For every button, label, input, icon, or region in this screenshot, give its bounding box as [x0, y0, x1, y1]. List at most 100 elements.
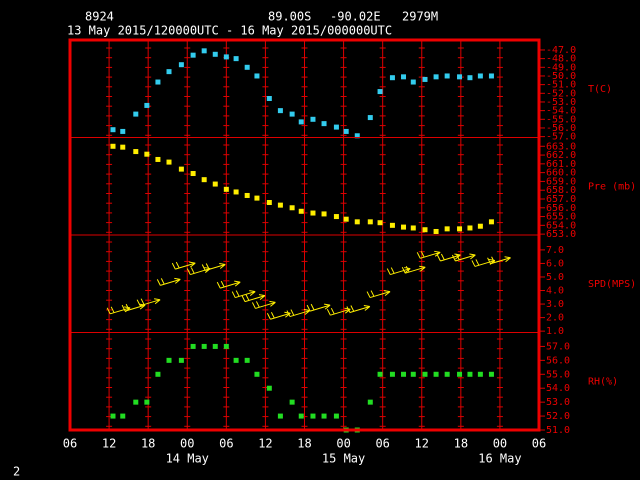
point: [120, 128, 126, 134]
station-id: 8924: [85, 10, 114, 24]
point: [289, 111, 295, 117]
point: [190, 171, 196, 177]
point: [133, 399, 139, 405]
point: [155, 371, 161, 377]
y-tick-label: 3.0: [546, 299, 564, 310]
point: [266, 385, 272, 391]
point: [298, 208, 304, 214]
point: [389, 222, 395, 228]
point: [133, 111, 139, 117]
point: [155, 79, 161, 85]
x-tick-label: 06: [375, 437, 389, 451]
date-label: 16 May: [478, 452, 521, 466]
point: [333, 413, 339, 419]
y-tick-label: 6.0: [546, 258, 564, 269]
latitude: 89.00S: [268, 10, 311, 24]
point: [133, 149, 139, 155]
point: [467, 75, 473, 81]
point: [367, 115, 373, 121]
point: [144, 102, 150, 108]
point: [377, 220, 383, 226]
point: [178, 166, 184, 172]
point: [110, 413, 116, 419]
point: [467, 371, 473, 377]
panel-label: SPD(MPS): [588, 279, 636, 290]
point: [457, 226, 463, 232]
point: [457, 74, 463, 80]
point: [433, 228, 439, 234]
point: [298, 413, 304, 419]
point: [389, 75, 395, 81]
point: [389, 371, 395, 377]
point: [367, 399, 373, 405]
y-tick-label: 2.0: [546, 313, 564, 324]
wind-arrow: [346, 304, 371, 313]
point: [244, 64, 250, 70]
x-tick-label: 06: [63, 437, 77, 451]
point: [488, 371, 494, 377]
wind-arrow: [471, 258, 496, 267]
x-tick-label: 06: [219, 437, 233, 451]
point: [477, 223, 483, 229]
x-tick-label: 12: [258, 437, 272, 451]
point: [144, 399, 150, 405]
point: [155, 156, 161, 162]
y-tick-label: 660.0: [546, 168, 576, 179]
point: [401, 371, 407, 377]
point: [277, 202, 283, 208]
point: [266, 200, 272, 205]
wind-arrow: [106, 306, 131, 315]
y-tick-label: 55.0: [546, 369, 570, 380]
point: [310, 116, 316, 122]
y-tick-label: 654.0: [546, 220, 576, 231]
point: [367, 219, 373, 225]
date-label: 15 May: [322, 452, 365, 466]
y-tick-label: 57.0: [546, 341, 570, 352]
point: [377, 371, 383, 377]
point: [410, 79, 416, 85]
point: [166, 159, 172, 165]
y-tick-label: 656.0: [546, 203, 576, 214]
panel-label: T(C): [588, 84, 612, 95]
wind-arrow: [401, 265, 426, 274]
point: [321, 121, 327, 127]
y-tick-label: 56.0: [546, 355, 570, 366]
y-tick-label: 5.0: [546, 272, 564, 283]
point: [254, 195, 260, 201]
wind-arrow: [186, 267, 211, 276]
y-tick-label: -56.0: [546, 123, 576, 134]
y-tick-label: -48.0: [546, 54, 576, 65]
panel-label: RH(%): [588, 376, 618, 387]
point: [298, 119, 304, 125]
point: [212, 181, 218, 187]
x-tick-label: 00: [180, 437, 194, 451]
y-tick-label: 4.0: [546, 286, 564, 297]
point: [166, 69, 172, 75]
y-tick-label: 655.0: [546, 212, 576, 223]
point: [144, 151, 150, 157]
wind-arrow: [326, 307, 351, 316]
point: [354, 133, 360, 139]
point: [488, 219, 494, 225]
point: [343, 128, 349, 134]
y-tick-label: 653.0: [546, 229, 576, 240]
point: [212, 343, 218, 349]
point: [190, 343, 196, 349]
y-tick-label: -57.0: [546, 132, 576, 143]
wind-arrow: [306, 303, 331, 312]
point: [488, 73, 494, 79]
point: [110, 143, 116, 149]
x-tick-label: 18: [454, 437, 468, 451]
y-tick-label: -52.0: [546, 88, 576, 99]
point: [343, 216, 349, 222]
point: [201, 343, 207, 349]
y-tick-label: 659.0: [546, 176, 576, 187]
point: [333, 214, 339, 220]
point: [223, 54, 229, 60]
point: [422, 227, 428, 233]
point: [190, 52, 196, 58]
y-tick-label: -50.0: [546, 71, 576, 82]
point: [266, 96, 272, 101]
